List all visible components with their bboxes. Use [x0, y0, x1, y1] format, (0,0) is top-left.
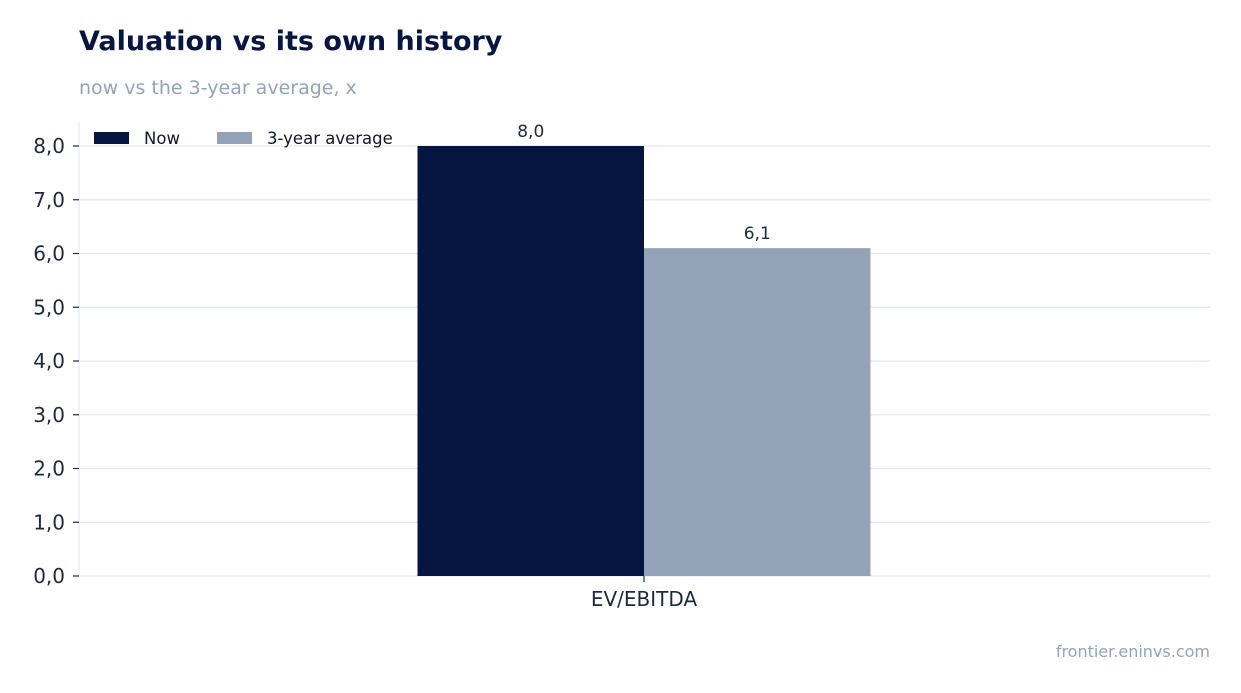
y-tick-label: 3,0	[33, 403, 65, 427]
y-tick-label: 7,0	[33, 188, 65, 212]
legend-swatch	[94, 132, 129, 144]
y-tick-label: 1,0	[33, 510, 65, 534]
bar-3-year-average	[644, 248, 871, 576]
y-tick-label: 0,0	[33, 564, 65, 588]
bar-value-label: 6,1	[744, 224, 771, 244]
legend-swatch	[217, 132, 252, 144]
bar-value-label: 8,0	[517, 122, 544, 142]
chart-title: Valuation vs its own history	[79, 26, 503, 57]
x-tick-label: EV/EBITDA	[591, 587, 698, 611]
legend-label: Now	[144, 129, 180, 148]
y-tick-label: 5,0	[33, 295, 65, 319]
bar-now	[417, 146, 644, 576]
y-tick-label: 6,0	[33, 242, 65, 266]
y-tick-label: 4,0	[33, 349, 65, 373]
y-tick-label: 2,0	[33, 457, 65, 481]
source-footer: frontier.eninvs.com	[1055, 642, 1210, 661]
legend-label: 3-year average	[267, 129, 393, 148]
chart-subtitle: now vs the 3-year average, x	[79, 77, 357, 99]
y-tick-label: 8,0	[33, 134, 65, 158]
